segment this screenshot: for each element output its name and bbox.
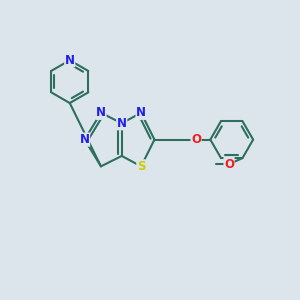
- Text: N: N: [65, 54, 75, 67]
- Text: S: S: [137, 160, 145, 173]
- Text: N: N: [80, 133, 90, 146]
- Text: N: N: [136, 106, 146, 119]
- Text: N: N: [96, 106, 106, 119]
- Text: N: N: [117, 117, 127, 130]
- Text: O: O: [224, 158, 234, 171]
- Text: O: O: [191, 133, 201, 146]
